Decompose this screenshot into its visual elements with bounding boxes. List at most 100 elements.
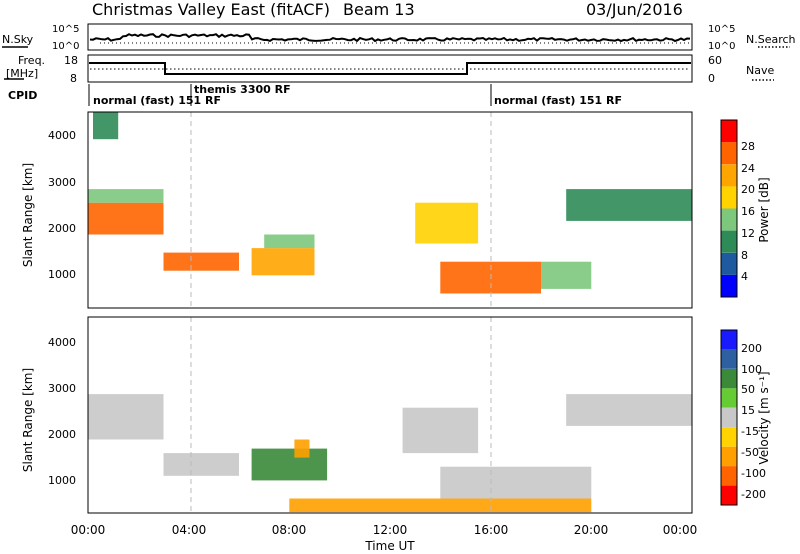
power-colorbar	[720, 119, 738, 298]
power-ytick-2000: 2000	[48, 222, 76, 235]
xtick-0800: 08:00	[272, 523, 307, 537]
velocity-echo-region-4	[402, 407, 479, 454]
vel-cb-tick-200: 200	[741, 342, 762, 355]
velocity-echo-region-6	[566, 394, 692, 426]
velocity-echo-region-2	[251, 448, 328, 481]
freq-right-tick-top: 60	[708, 54, 722, 67]
noise-right-tick-top: 10^5	[708, 24, 735, 35]
power-echo-region-3	[163, 252, 239, 271]
power-echo-region-1	[88, 189, 164, 203]
velocity-ytick-4000: 4000	[48, 336, 76, 349]
vel-cbar-swatch-8	[721, 330, 737, 350]
noise-left-label: N.Sky	[2, 33, 34, 46]
power-cb-tick-8: 8	[741, 249, 748, 262]
power-colorbar-label: Power [dB]	[757, 177, 771, 242]
power-cbar-swatch-2	[721, 230, 737, 253]
noise-frame	[87, 23, 693, 51]
vel-cbar-swatch-7	[721, 349, 737, 369]
vel-cbar-swatch-4	[721, 407, 737, 428]
velocity-colorbar-label: Velocity [m s⁻¹]	[757, 371, 771, 464]
vel-cb-tick-50: 50	[741, 383, 755, 396]
velocity-ytick-3000: 3000	[48, 382, 76, 395]
vel-cbar-swatch-2	[721, 446, 737, 467]
vel-cbar-swatch-6	[721, 368, 737, 389]
power-echo-region-9	[566, 189, 692, 221]
freq-label-line2: [MHz]	[6, 67, 38, 80]
power-echo-region-4	[251, 248, 315, 276]
velocity-y-axis: 4000 3000 2000 1000	[48, 336, 76, 487]
vel-cb-tick-m15: -15	[741, 425, 759, 438]
vel-cbar-swatch-0	[721, 485, 737, 505]
cpid-segment-2: themis 3300 RF	[194, 83, 291, 96]
cpid-label: CPID	[8, 89, 37, 102]
power-echo-region-5	[264, 234, 315, 249]
xtick-0400: 04:00	[172, 523, 207, 537]
power-cb-tick-4: 4	[741, 270, 748, 283]
velocity-echo-region-5	[440, 466, 592, 499]
power-cbar-swatch-1	[721, 252, 737, 275]
x-axis-label: Time UT	[364, 539, 415, 553]
power-cbar-swatch-3	[721, 208, 737, 231]
power-y-label: Slant Range [km]	[21, 163, 35, 267]
power-ytick-3000: 3000	[48, 176, 76, 189]
noise-left-tick-top: 10^5	[52, 24, 79, 35]
velocity-panel: 4000 3000 2000 1000 Slant Range [km] 200…	[21, 316, 771, 514]
power-ytick-4000: 4000	[48, 129, 76, 142]
freq-right-tick-bottom: 0	[708, 72, 715, 85]
vel-cb-tick-m100: -100	[741, 467, 766, 480]
noise-right-tick-bottom: 10^0	[708, 41, 735, 52]
xtick-0000: 00:00	[71, 523, 106, 537]
vel-cbar-swatch-5	[721, 388, 737, 408]
noise-right-label: N.Search	[746, 33, 796, 46]
vel-cbar-swatch-3	[721, 427, 737, 447]
power-y-axis: 4000 3000 2000 1000	[48, 129, 76, 281]
velocity-ytick-1000: 1000	[48, 474, 76, 487]
noise-panel: N.Sky 10^5 10^0 10^5 10^0 N.Search	[2, 23, 796, 52]
vel-cb-tick-100: 100	[741, 363, 762, 376]
vel-cbar-swatch-1	[721, 466, 737, 486]
vel-cb-tick-15: 15	[741, 404, 755, 417]
power-cb-tick-16: 16	[741, 205, 755, 218]
power-echo-region-0	[88, 202, 164, 235]
vel-cb-tick-m200: -200	[741, 488, 766, 501]
power-cbar-frame	[720, 119, 738, 298]
power-frame	[87, 111, 693, 309]
velocity-echo-region-3	[294, 439, 310, 458]
date-title: 03/Jun/2016	[586, 0, 683, 19]
power-cb-tick-12: 12	[741, 227, 755, 240]
velocity-ytick-2000: 2000	[48, 428, 76, 441]
xtick-0000-end: 00:00	[663, 523, 698, 537]
xtick-1600: 16:00	[474, 523, 509, 537]
power-ytick-1000: 1000	[48, 268, 76, 281]
power-colorbar-ticks: 28 24 20 16 12 8 4	[741, 140, 755, 283]
vel-cb-tick-m50: -50	[741, 446, 759, 459]
noise-left-tick-bottom: 10^0	[52, 41, 79, 52]
freq-left-tick-top: 18	[64, 54, 78, 67]
power-cb-tick-20: 20	[741, 183, 755, 196]
power-cb-tick-24: 24	[741, 162, 755, 175]
cpid-segment-3: normal (fast) 151 RF	[494, 94, 622, 107]
power-echo-region-8	[541, 261, 592, 289]
power-cbar-swatch-6	[721, 142, 737, 165]
time-axis: 00:00 04:00 08:00 12:00 16:00 20:00 00:0…	[71, 523, 698, 553]
nave-label: Nave	[746, 64, 774, 77]
freq-panel: Freq. [MHz] 18 8 60 0 Nave	[4, 54, 774, 85]
power-cb-tick-28: 28	[741, 140, 755, 153]
xtick-1200: 12:00	[373, 523, 408, 537]
power-panel: 4000 3000 2000 1000 Slant Range [km] 28 …	[21, 111, 771, 309]
freq-left-tick-bottom: 8	[70, 72, 77, 85]
velocity-echo-region-0	[88, 394, 164, 440]
cpid-segment-1: normal (fast) 151 RF	[93, 94, 221, 107]
velocity-echo-region-7	[289, 498, 592, 513]
station-title: Christmas Valley East (fitACF)	[92, 0, 330, 19]
velocity-y-label: Slant Range [km]	[21, 368, 35, 472]
noise-sky-trace	[89, 33, 691, 43]
velocity-colorbar	[720, 329, 738, 506]
velocity-colorbar-ticks: 200 100 50 15 -15 -50 -100 -200	[741, 342, 766, 501]
freq-label-line1: Freq.	[18, 54, 45, 67]
power-cbar-swatch-7	[721, 120, 737, 143]
power-echo-region-6	[415, 202, 479, 244]
power-heatmap	[88, 112, 692, 294]
power-cbar-swatch-0	[721, 274, 737, 297]
